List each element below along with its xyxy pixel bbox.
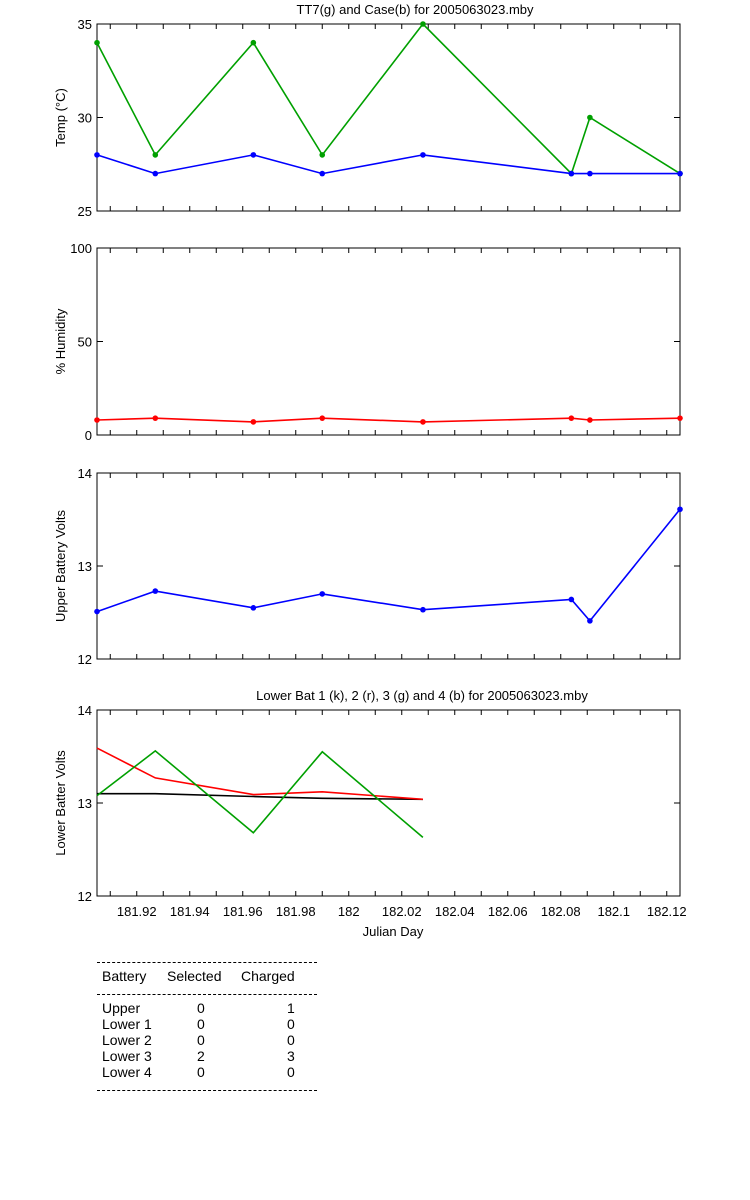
y-tick-label: 100 [70,241,92,256]
data-point [568,415,575,421]
table-cell-charged: 3 [287,1048,295,1064]
table-cell-battery: Lower 3 [102,1048,152,1064]
table-cell-charged: 1 [287,1000,295,1016]
y-tick-label: 13 [78,559,92,574]
table-cell-battery: Lower 4 [102,1064,152,1080]
x-tick-label: 182.04 [435,904,475,919]
table-cell-selected: 0 [197,1064,205,1080]
plot-frame [96,709,681,897]
table-header-battery: Battery [102,968,147,984]
y-tick-label: 13 [78,796,92,811]
data-point [677,506,683,513]
y-tick-label: 35 [78,17,92,32]
series-line [96,417,681,423]
data-point [152,152,159,158]
data-point [568,170,575,177]
x-tick-label: 182 [338,904,360,919]
x-tick-label: 181.98 [276,904,316,919]
x-tick-label: 182.1 [597,904,630,919]
data-point [677,170,683,177]
y-axis-label: Upper Battery Volts [53,510,68,622]
series-line [97,792,423,801]
series-line [96,154,680,175]
chart-panel-2: 0 50 100 % Humidity [53,241,683,443]
y-axis-label: % Humidity [53,308,68,374]
x-tick-label: 182.08 [541,904,581,919]
data-point [587,170,593,177]
data-point [250,39,257,46]
y-tick-label: 0 [85,428,92,443]
data-point [94,152,100,158]
table-cell-battery: Upper [102,1000,141,1016]
y-tick-label: 12 [78,652,92,667]
x-tick-label: 181.96 [223,904,263,919]
data-point [94,417,100,423]
x-tick-label: 182.02 [382,904,422,919]
data-point [587,417,593,423]
data-point [319,591,326,597]
table-cell-battery: Lower 1 [102,1016,152,1032]
data-point [319,170,326,177]
table-cell-selected: 2 [197,1048,205,1064]
chart-panel-1: 25 30 35 TT7(g) and Case(b) for 2005063023.… [53,2,683,219]
data-point [420,152,426,158]
data-point [250,605,257,611]
chart-panel-3: 12 13 14 Upper Battery Volts [53,466,683,667]
chart-title: Lower Bat 1 (k), 2 (r), 3 (g) and 4 (b) … [256,688,588,703]
data-point [250,152,257,158]
table-cell-selected: 0 [197,1000,205,1016]
table-header-rule [97,994,317,995]
table-bottom-rule [97,1090,317,1091]
x-tick-label: 182.12 [647,904,687,919]
y-tick-label: 25 [78,204,92,219]
y-tick-label: 12 [78,889,92,904]
data-point [568,596,575,603]
plot-frame [96,247,681,436]
table-top-rule [97,962,317,963]
data-point [319,152,326,158]
data-point [420,606,426,613]
y-tick-label: 14 [78,703,92,718]
data-point [94,39,100,46]
data-point [420,21,426,27]
x-axis-label: Julian Day [363,924,424,939]
series-line [96,508,681,623]
data-point [250,419,257,425]
plot-frame [96,472,681,660]
table-header-selected: Selected [167,968,222,984]
x-tick-label: 182.06 [488,904,528,919]
y-tick-label: 50 [78,335,92,350]
data-point [152,588,159,594]
table-cell-battery: Lower 2 [102,1032,152,1048]
table-cell-selected: 0 [197,1016,205,1032]
table-header-charged: Charged [241,968,295,984]
chart-title: TT7(g) and Case(b) for 2005063023.mby [296,2,534,17]
chart-panel-4: 12 13 14 181.92 181.94 181.96 181.98 182 182.02 1… [53,688,687,939]
data-point [587,114,593,121]
data-point [587,618,593,624]
table-cell-charged: 0 [287,1032,295,1048]
y-tick-label: 14 [78,466,92,481]
series-line [96,22,681,176]
x-tick-label: 181.94 [170,904,210,919]
data-point [152,170,159,177]
series-line [96,749,424,839]
x-tick-label: 181.92 [117,904,157,919]
data-point [152,415,159,421]
y-axis-label: Lower Batter Volts [53,750,68,856]
data-point [94,608,100,615]
data-point [319,415,326,421]
data-point [677,415,683,421]
series-line [96,747,423,801]
table-cell-charged: 0 [287,1064,295,1080]
y-axis-label: Temp (°C) [53,88,68,147]
table-cell-charged: 0 [287,1016,295,1032]
data-point [420,419,426,425]
table-cell-selected: 0 [197,1032,205,1048]
y-tick-label: 30 [78,111,92,126]
